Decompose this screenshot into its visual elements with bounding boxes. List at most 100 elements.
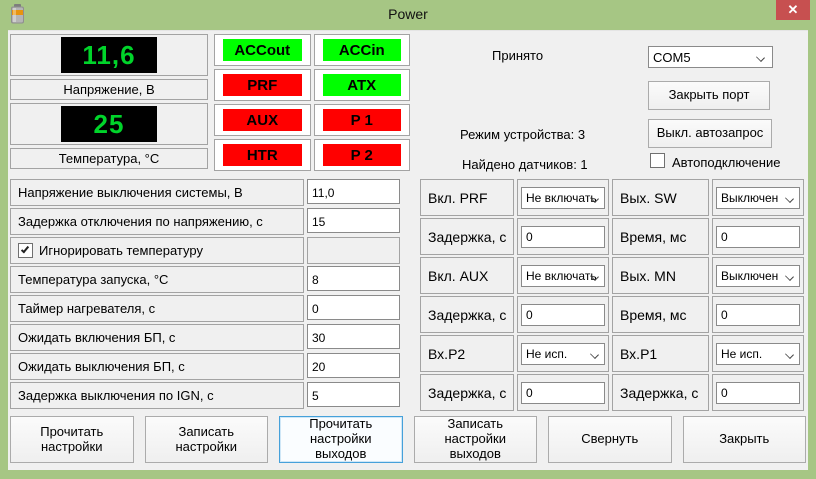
- mn-output-select[interactable]: Выключен: [716, 265, 800, 287]
- chevron-down-icon: [590, 350, 599, 359]
- output-label: Вх.P1: [612, 335, 709, 372]
- aux-delay-input[interactable]: [521, 304, 605, 326]
- indicator-p2: P 2: [313, 139, 410, 171]
- output-label: Вх.P2: [420, 335, 514, 372]
- table-row: Задержка выключения по IGN, с: [10, 382, 402, 409]
- autoconnect-checkbox[interactable]: [650, 153, 665, 168]
- control-cell: [517, 218, 609, 255]
- indicator-p1: P 1: [313, 104, 410, 136]
- measurement-displays: 11,6 Напряжение, В 25 Температура, °C: [10, 34, 208, 169]
- empty-cell: [307, 237, 400, 264]
- setting-label: Температура запуска, °C: [10, 266, 304, 293]
- setting-label: Задержка выключения по IGN, с: [10, 382, 304, 409]
- port-status-label: Принято: [492, 48, 544, 63]
- setting-label: Таймер нагревателя, с: [10, 295, 304, 322]
- select-value: Не исп.: [721, 347, 763, 361]
- indicator-aux: AUX: [214, 104, 311, 136]
- indicator-atx: ATX: [313, 69, 410, 101]
- setting-checkbox-row: Игнорировать температуру: [10, 237, 304, 264]
- table-row: Задержка, с Время, мс: [420, 296, 806, 333]
- setting-label: Задержка отключения по напряжению, с: [10, 208, 304, 235]
- aux-mode-select[interactable]: Не включать: [521, 265, 605, 287]
- sw-time-input[interactable]: [716, 226, 800, 248]
- setting-input-heater-timer[interactable]: [307, 295, 400, 320]
- output-label: Время, мс: [612, 296, 709, 333]
- output-label: Вкл. PRF: [420, 179, 514, 216]
- setting-input-start-temperature[interactable]: [307, 266, 400, 291]
- control-cell: Не включать: [517, 257, 609, 294]
- table-row: Вх.P2 Не исп. Вх.P1 Не исп.: [420, 335, 806, 372]
- setting-input-wait-psu-off[interactable]: [307, 353, 400, 378]
- autorequest-toggle-button[interactable]: Выкл. автозапрос: [648, 119, 772, 148]
- write-settings-button[interactable]: Записать настройки: [144, 416, 268, 463]
- table-row: Таймер нагревателя, с: [10, 295, 402, 322]
- control-cell: Выключен: [712, 257, 804, 294]
- table-row: Игнорировать температуру: [10, 237, 402, 264]
- read-output-settings-button[interactable]: Прочитать настройки выходов: [279, 416, 403, 463]
- settings-table: Напряжение выключения системы, В Задержк…: [10, 179, 402, 409]
- voltage-label: Напряжение, В: [10, 79, 208, 100]
- sensors-found-label: Найдено датчиков: 1: [462, 157, 588, 172]
- close-window-button[interactable]: ✕: [776, 0, 810, 20]
- indicator-htr: HTR: [214, 139, 311, 171]
- footer-buttons: Прочитать настройки Записать настройки П…: [10, 416, 806, 463]
- setting-label: Игнорировать температуру: [39, 243, 203, 258]
- table-row: Вкл. PRF Не включать Вых. SW Выключен: [420, 179, 806, 216]
- select-value: Выключен: [721, 191, 779, 205]
- table-row: Напряжение выключения системы, В: [10, 179, 402, 206]
- control-cell: [517, 296, 609, 333]
- sw-output-select[interactable]: Выключен: [716, 187, 800, 209]
- temperature-display: 25: [10, 103, 208, 145]
- device-mode-label: Режим устройства: 3: [460, 127, 586, 142]
- setting-label: Ожидать включения БП, с: [10, 324, 304, 351]
- indicator-accout-light: ACCout: [223, 39, 302, 61]
- indicator-accin: ACCin: [313, 34, 410, 66]
- p2-delay-input[interactable]: [521, 382, 605, 404]
- com-port-select[interactable]: COM5: [648, 46, 773, 68]
- table-row: Задержка, с Задержка, с: [420, 374, 806, 411]
- p1-input-select[interactable]: Не исп.: [716, 343, 800, 365]
- p2-input-select[interactable]: Не исп.: [521, 343, 605, 365]
- close-button[interactable]: Закрыть: [682, 416, 806, 463]
- control-cell: [712, 296, 804, 333]
- output-label: Задержка, с: [420, 296, 514, 333]
- prf-mode-select[interactable]: Не включать: [521, 187, 605, 209]
- voltage-display: 11,6: [10, 34, 208, 76]
- temperature-value: 25: [93, 108, 125, 139]
- table-row: Задержка отключения по напряжению, с: [10, 208, 402, 235]
- window-title: Power: [388, 6, 428, 22]
- indicator-prf: PRF: [214, 69, 311, 101]
- close-port-button[interactable]: Закрыть порт: [648, 81, 770, 110]
- indicator-accout: ACCout: [214, 34, 311, 66]
- output-label: Время, мс: [612, 218, 709, 255]
- chevron-down-icon: [756, 53, 765, 62]
- indicator-p2-light: P 2: [322, 144, 401, 166]
- temperature-screen: 25: [61, 106, 157, 142]
- chevron-down-icon: [785, 194, 794, 203]
- indicator-p1-light: P 1: [322, 109, 401, 131]
- read-settings-button[interactable]: Прочитать настройки: [10, 416, 134, 463]
- control-cell: [712, 218, 804, 255]
- setting-input-shutdown-voltage[interactable]: [307, 179, 400, 204]
- setting-input-wait-psu-on[interactable]: [307, 324, 400, 349]
- p1-delay-input[interactable]: [716, 382, 800, 404]
- table-row: Ожидать включения БП, с: [10, 324, 402, 351]
- ignore-temperature-checkbox[interactable]: [18, 243, 33, 258]
- setting-label: Ожидать выключения БП, с: [10, 353, 304, 380]
- temperature-label: Температура, °C: [10, 148, 208, 169]
- setting-input-voltage-off-delay[interactable]: [307, 208, 400, 233]
- minimize-button[interactable]: Свернуть: [548, 416, 672, 463]
- prf-delay-input[interactable]: [521, 226, 605, 248]
- indicator-aux-light: AUX: [223, 109, 302, 131]
- output-label: Вкл. AUX: [420, 257, 514, 294]
- autoconnect-label: Автоподключение: [672, 155, 781, 170]
- output-label: Задержка, с: [612, 374, 709, 411]
- select-value: Не включать: [526, 269, 597, 283]
- main-content: 11,6 Напряжение, В 25 Температура, °C AC…: [8, 30, 808, 470]
- setting-input-ign-off-delay[interactable]: [307, 382, 400, 407]
- mn-time-input[interactable]: [716, 304, 800, 326]
- titlebar: Power ✕: [0, 0, 816, 30]
- control-cell: [517, 374, 609, 411]
- output-label: Вых. MN: [612, 257, 709, 294]
- write-output-settings-button[interactable]: Записать настройки выходов: [413, 416, 537, 463]
